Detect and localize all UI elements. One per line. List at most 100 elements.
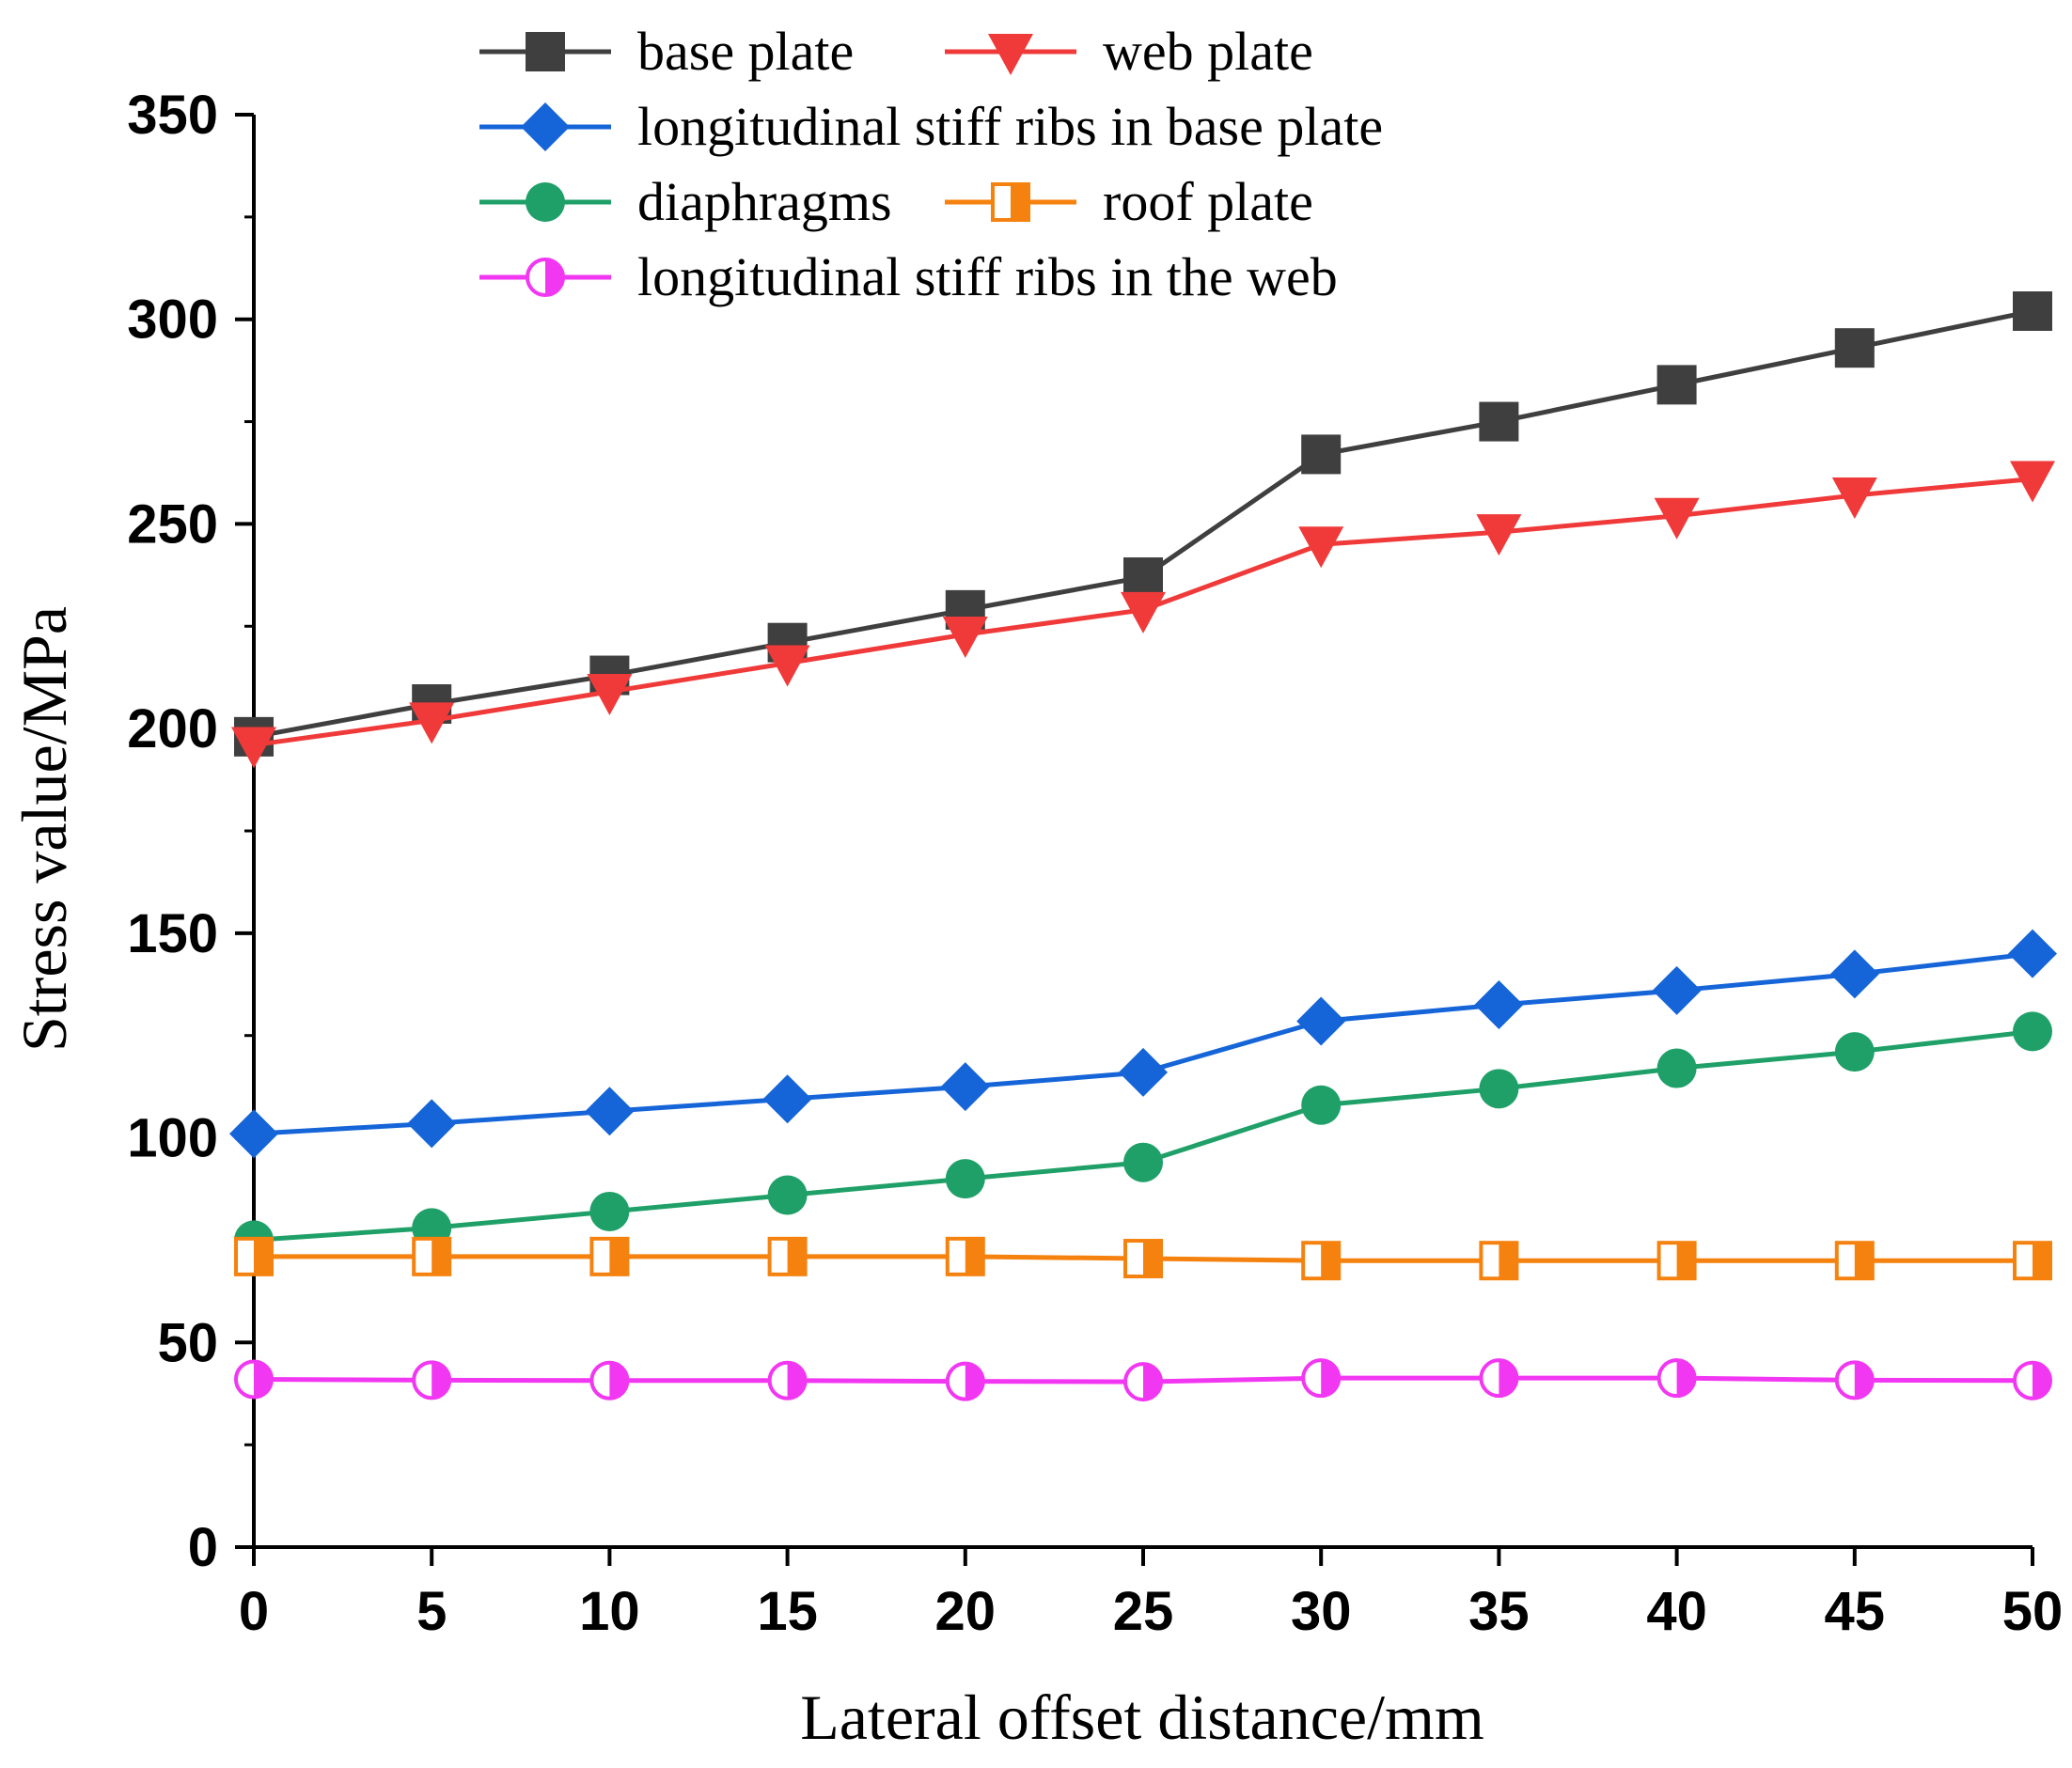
data-point [2013, 1360, 2052, 1400]
data-point-fill [609, 1238, 628, 1275]
data-point-fill [965, 1238, 983, 1275]
data-point-fill [2033, 1243, 2050, 1279]
data-point [767, 1236, 808, 1276]
legend-label: base plate [637, 21, 854, 82]
series-layer [229, 291, 2057, 1402]
data-point [1652, 965, 1702, 1015]
data-point [2010, 461, 2055, 503]
data-point-fill [787, 1362, 806, 1399]
legend-swatch-marker [521, 102, 570, 151]
y-axis-title: Stress value/MPa [8, 606, 80, 1052]
series-longitudinal-stiff-ribs-in-the-web [234, 1358, 2052, 1402]
data-point [1123, 557, 1163, 598]
data-point [1831, 477, 1877, 519]
legend-swatch-marker [526, 182, 565, 222]
x-tick-label: 35 [1468, 1581, 1530, 1642]
data-point [234, 1236, 274, 1276]
data-point [2013, 1241, 2052, 1281]
legend: base plate web plate longitudinal stiff ri… [479, 21, 1383, 307]
data-point [1654, 497, 1700, 540]
data-point [407, 1099, 457, 1149]
legend-item: base plate [479, 21, 854, 82]
data-point [229, 1109, 278, 1159]
data-point [1834, 328, 1875, 368]
legend-swatch-marker [526, 32, 565, 71]
x-tick-label: 5 [416, 1581, 447, 1642]
data-point-fill [254, 1238, 272, 1275]
data-point-fill [432, 1362, 450, 1399]
axes: 0 5 10 15 20 25 30 35 40 45 50 0 50 100 150 200 250 300 35… [127, 85, 2063, 1642]
data-point [945, 1236, 985, 1276]
data-point [1301, 434, 1342, 475]
legend-item: diaphragms [479, 171, 892, 232]
data-point [1301, 1358, 1342, 1399]
y-tick-label: 50 [157, 1312, 218, 1373]
data-point [2008, 929, 2057, 978]
data-point-fill [787, 1238, 806, 1275]
legend-swatch-marker [991, 182, 1030, 222]
data-point [1301, 1085, 1342, 1125]
data-point-fill [1854, 1243, 1873, 1279]
data-point [2013, 1011, 2052, 1052]
data-point [940, 1062, 990, 1112]
x-tick-label: 20 [935, 1581, 997, 1642]
legend-swatch-marker-fill [1011, 184, 1028, 220]
data-point [2013, 291, 2052, 332]
data-point [1479, 1358, 1519, 1399]
data-point-fill [965, 1363, 983, 1400]
legend-item: web plate [945, 21, 1313, 82]
data-point [1829, 949, 1879, 999]
data-point [764, 645, 810, 687]
data-point-fill [254, 1361, 272, 1398]
data-point [1834, 1360, 1875, 1400]
x-tick-label: 40 [1646, 1581, 1707, 1642]
data-point [1656, 1358, 1697, 1399]
data-point-fill [2033, 1362, 2050, 1399]
data-point-fill [1854, 1362, 1873, 1399]
y-tick-label: 100 [127, 1108, 218, 1169]
data-point [1479, 1069, 1519, 1109]
data-point [1656, 1241, 1697, 1281]
x-tick-label: 0 [239, 1581, 269, 1642]
data-point-fill [609, 1362, 628, 1399]
data-point [409, 702, 455, 744]
series-web-plate [231, 461, 2055, 769]
data-point [589, 1236, 630, 1276]
data-point [585, 1087, 635, 1136]
data-point-fill [1676, 1360, 1695, 1397]
data-point [234, 1359, 274, 1400]
series-line [253, 308, 2033, 740]
data-point [1119, 1047, 1168, 1097]
x-tick-label: 25 [1113, 1581, 1174, 1642]
series-base-plate [234, 291, 2052, 757]
data-point [1123, 1239, 1163, 1279]
legend-label: longitudinal stiff ribs in the web [637, 246, 1338, 307]
data-point [767, 1360, 808, 1400]
legend-item: roof plate [945, 171, 1313, 232]
x-axis-title: Lateral offset distance/mm [800, 1682, 1484, 1753]
data-point-fill [432, 1238, 450, 1275]
x-tick-label: 10 [579, 1581, 640, 1642]
legend-item: longitudinal stiff ribs in the web [479, 246, 1338, 307]
data-point [1656, 365, 1697, 405]
data-point [1834, 1032, 1875, 1072]
data-point [1121, 591, 1166, 634]
legend-label: roof plate [1103, 171, 1313, 232]
y-tick-label: 200 [127, 698, 218, 759]
y-tick-label: 0 [188, 1517, 218, 1578]
data-point [412, 1360, 452, 1400]
data-point [1296, 996, 1346, 1046]
data-point [589, 1360, 630, 1400]
data-point-fill [1321, 1360, 1340, 1397]
data-point [1476, 514, 1522, 556]
data-point [1301, 1241, 1342, 1281]
data-point-fill [1499, 1243, 1517, 1279]
data-point [945, 1361, 985, 1401]
data-point [412, 1236, 452, 1276]
data-point [1479, 401, 1519, 442]
data-point-fill [1499, 1360, 1517, 1397]
x-tick-label: 30 [1291, 1581, 1352, 1642]
data-point-fill [1143, 1241, 1161, 1277]
x-tick-label: 45 [1825, 1581, 1886, 1642]
